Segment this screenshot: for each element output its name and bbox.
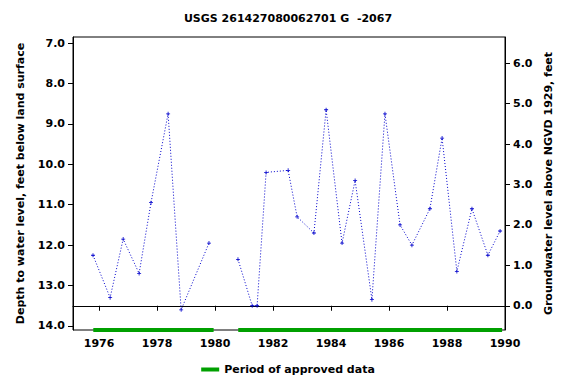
svg-text:Groundwater level above NGVD 1: Groundwater level above NGVD 1929, feet (542, 52, 555, 315)
svg-text:1982: 1982 (258, 337, 289, 350)
svg-text:5.0: 5.0 (513, 97, 533, 110)
svg-text:11.0: 11.0 (38, 198, 65, 211)
svg-text:10.0: 10.0 (38, 158, 65, 171)
svg-text:1980: 1980 (200, 337, 231, 350)
svg-text:4.0: 4.0 (513, 138, 533, 151)
svg-text:7.0: 7.0 (46, 37, 66, 50)
svg-text:13.0: 13.0 (38, 279, 65, 292)
svg-text:8.0: 8.0 (46, 77, 66, 90)
svg-text:USGS 261427080062701 G -2067: USGS 261427080062701 G -2067 (184, 12, 392, 25)
svg-text:1986: 1986 (374, 337, 405, 350)
svg-text:Depth to water level, feet bel: Depth to water level, feet below land su… (14, 43, 27, 324)
svg-text:1.0: 1.0 (513, 259, 533, 272)
svg-text:14.0: 14.0 (38, 319, 65, 332)
svg-text:1990: 1990 (490, 337, 521, 350)
svg-text:1976: 1976 (84, 337, 115, 350)
svg-text:6.0: 6.0 (513, 57, 533, 70)
svg-text:1988: 1988 (432, 337, 463, 350)
svg-text:12.0: 12.0 (38, 239, 65, 252)
svg-text:1984: 1984 (316, 337, 347, 350)
svg-text:2.0: 2.0 (513, 218, 533, 231)
svg-text:9.0: 9.0 (46, 117, 66, 130)
svg-text:1978: 1978 (142, 337, 173, 350)
svg-text:3.0: 3.0 (513, 178, 533, 191)
svg-text:0.0: 0.0 (513, 299, 533, 312)
svg-text:Period of approved data: Period of approved data (224, 363, 375, 376)
